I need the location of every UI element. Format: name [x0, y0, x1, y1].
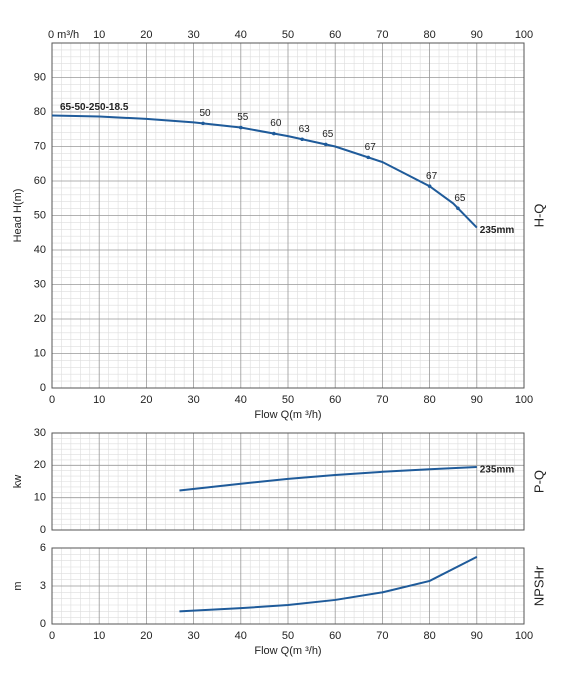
x2-tick-label: 30 [187, 29, 199, 41]
y-tick-label: 90 [34, 71, 46, 83]
x2-tick-label: 40 [235, 29, 247, 41]
x2-tick-label: 60 [329, 29, 341, 41]
model-label: 65-50-250-18.5 [60, 102, 129, 113]
x-tick-label: 90 [471, 394, 483, 406]
x-tick-label: 100 [515, 394, 533, 406]
efficiency-point [239, 125, 243, 130]
x-tick-label: 60 [329, 630, 341, 642]
x2-tick-label: 100 [515, 29, 533, 41]
y-tick-label: 60 [34, 175, 46, 187]
x-tick-label: 0 [49, 394, 55, 406]
side-label: NPSHr [531, 565, 546, 606]
y-tick-label: 30 [34, 427, 46, 439]
x-tick-label: 70 [376, 630, 388, 642]
y-axis-label: kw [12, 475, 24, 489]
x-tick-label: 30 [187, 394, 199, 406]
x2-tick-label: 20 [140, 29, 152, 41]
efficiency-label: 67 [365, 142, 377, 153]
x-tick-label: 80 [423, 394, 435, 406]
x2-tick-label: 80 [423, 29, 435, 41]
x-tick-label: 100 [515, 630, 533, 642]
y-tick-label: 40 [34, 244, 46, 256]
y-tick-label: 0 [40, 524, 46, 536]
x-tick-label: 20 [140, 630, 152, 642]
efficiency-point [456, 206, 460, 211]
efficiency-point [272, 131, 276, 136]
x-tick-label: 50 [282, 630, 294, 642]
x-tick-label: 70 [376, 394, 388, 406]
x-tick-label: 20 [140, 394, 152, 406]
side-label: H-Q [531, 204, 546, 228]
efficiency-point [427, 184, 432, 188]
y-axis-label: Head H(m) [12, 189, 24, 243]
efficiency-point [323, 142, 328, 147]
x-tick-label: 10 [93, 394, 105, 406]
y-tick-label: 80 [34, 106, 46, 118]
efficiency-label: 65 [322, 129, 334, 140]
y-tick-label: 20 [34, 313, 46, 325]
x-tick-label: 90 [471, 630, 483, 642]
efficiency-point [366, 155, 371, 160]
x2-tick-label: 10 [93, 29, 105, 41]
x-tick-label: 0 [49, 630, 55, 642]
plot-frame [51, 547, 525, 625]
y-tick-label: 30 [34, 278, 46, 290]
x-tick-label: 40 [235, 630, 247, 642]
y-tick-label: 70 [34, 140, 46, 152]
curve [179, 555, 478, 613]
x2-tick-label: 70 [376, 29, 388, 41]
x2-tick-label: 90 [471, 29, 483, 41]
efficiency-point [300, 137, 304, 142]
y-axis-label: m [12, 581, 24, 590]
y-tick-label: 10 [34, 347, 46, 359]
curve [179, 465, 477, 492]
y-tick-label: 6 [40, 542, 46, 554]
efficiency-label: 63 [299, 124, 311, 135]
efficiency-label: 67 [426, 171, 438, 182]
x2-tick-label: 0 m³/h [48, 29, 79, 41]
efficiency-label: 60 [270, 118, 282, 129]
efficiency-label: 50 [199, 108, 211, 119]
y-tick-label: 0 [40, 382, 46, 394]
y-tick-label: 20 [34, 459, 46, 471]
y-tick-label: 50 [34, 209, 46, 221]
y-tick-label: 3 [40, 580, 46, 592]
efficiency-label: 65 [454, 193, 466, 204]
curve [51, 114, 478, 229]
x-tick-label: 10 [93, 630, 105, 642]
impeller-label: 235mm [480, 465, 515, 476]
x-tick-label: 80 [423, 630, 435, 642]
impeller-label: 235mm [480, 225, 515, 236]
x-tick-label: 50 [282, 394, 294, 406]
x-tick-label: 60 [329, 394, 341, 406]
side-label: P-Q [531, 470, 546, 493]
plot-frame [51, 42, 525, 389]
x-axis-label: Flow Q(m ³/h) [254, 409, 321, 421]
y-tick-label: 10 [34, 492, 46, 504]
x2-tick-label: 50 [282, 29, 294, 41]
efficiency-point [201, 121, 205, 126]
x-tick-label: 40 [235, 394, 247, 406]
x-tick-label: 30 [187, 630, 199, 642]
efficiency-label: 55 [237, 112, 249, 123]
y-tick-label: 0 [40, 618, 46, 630]
plot-frame [51, 432, 525, 531]
x-axis-label: Flow Q(m ³/h) [254, 645, 321, 657]
